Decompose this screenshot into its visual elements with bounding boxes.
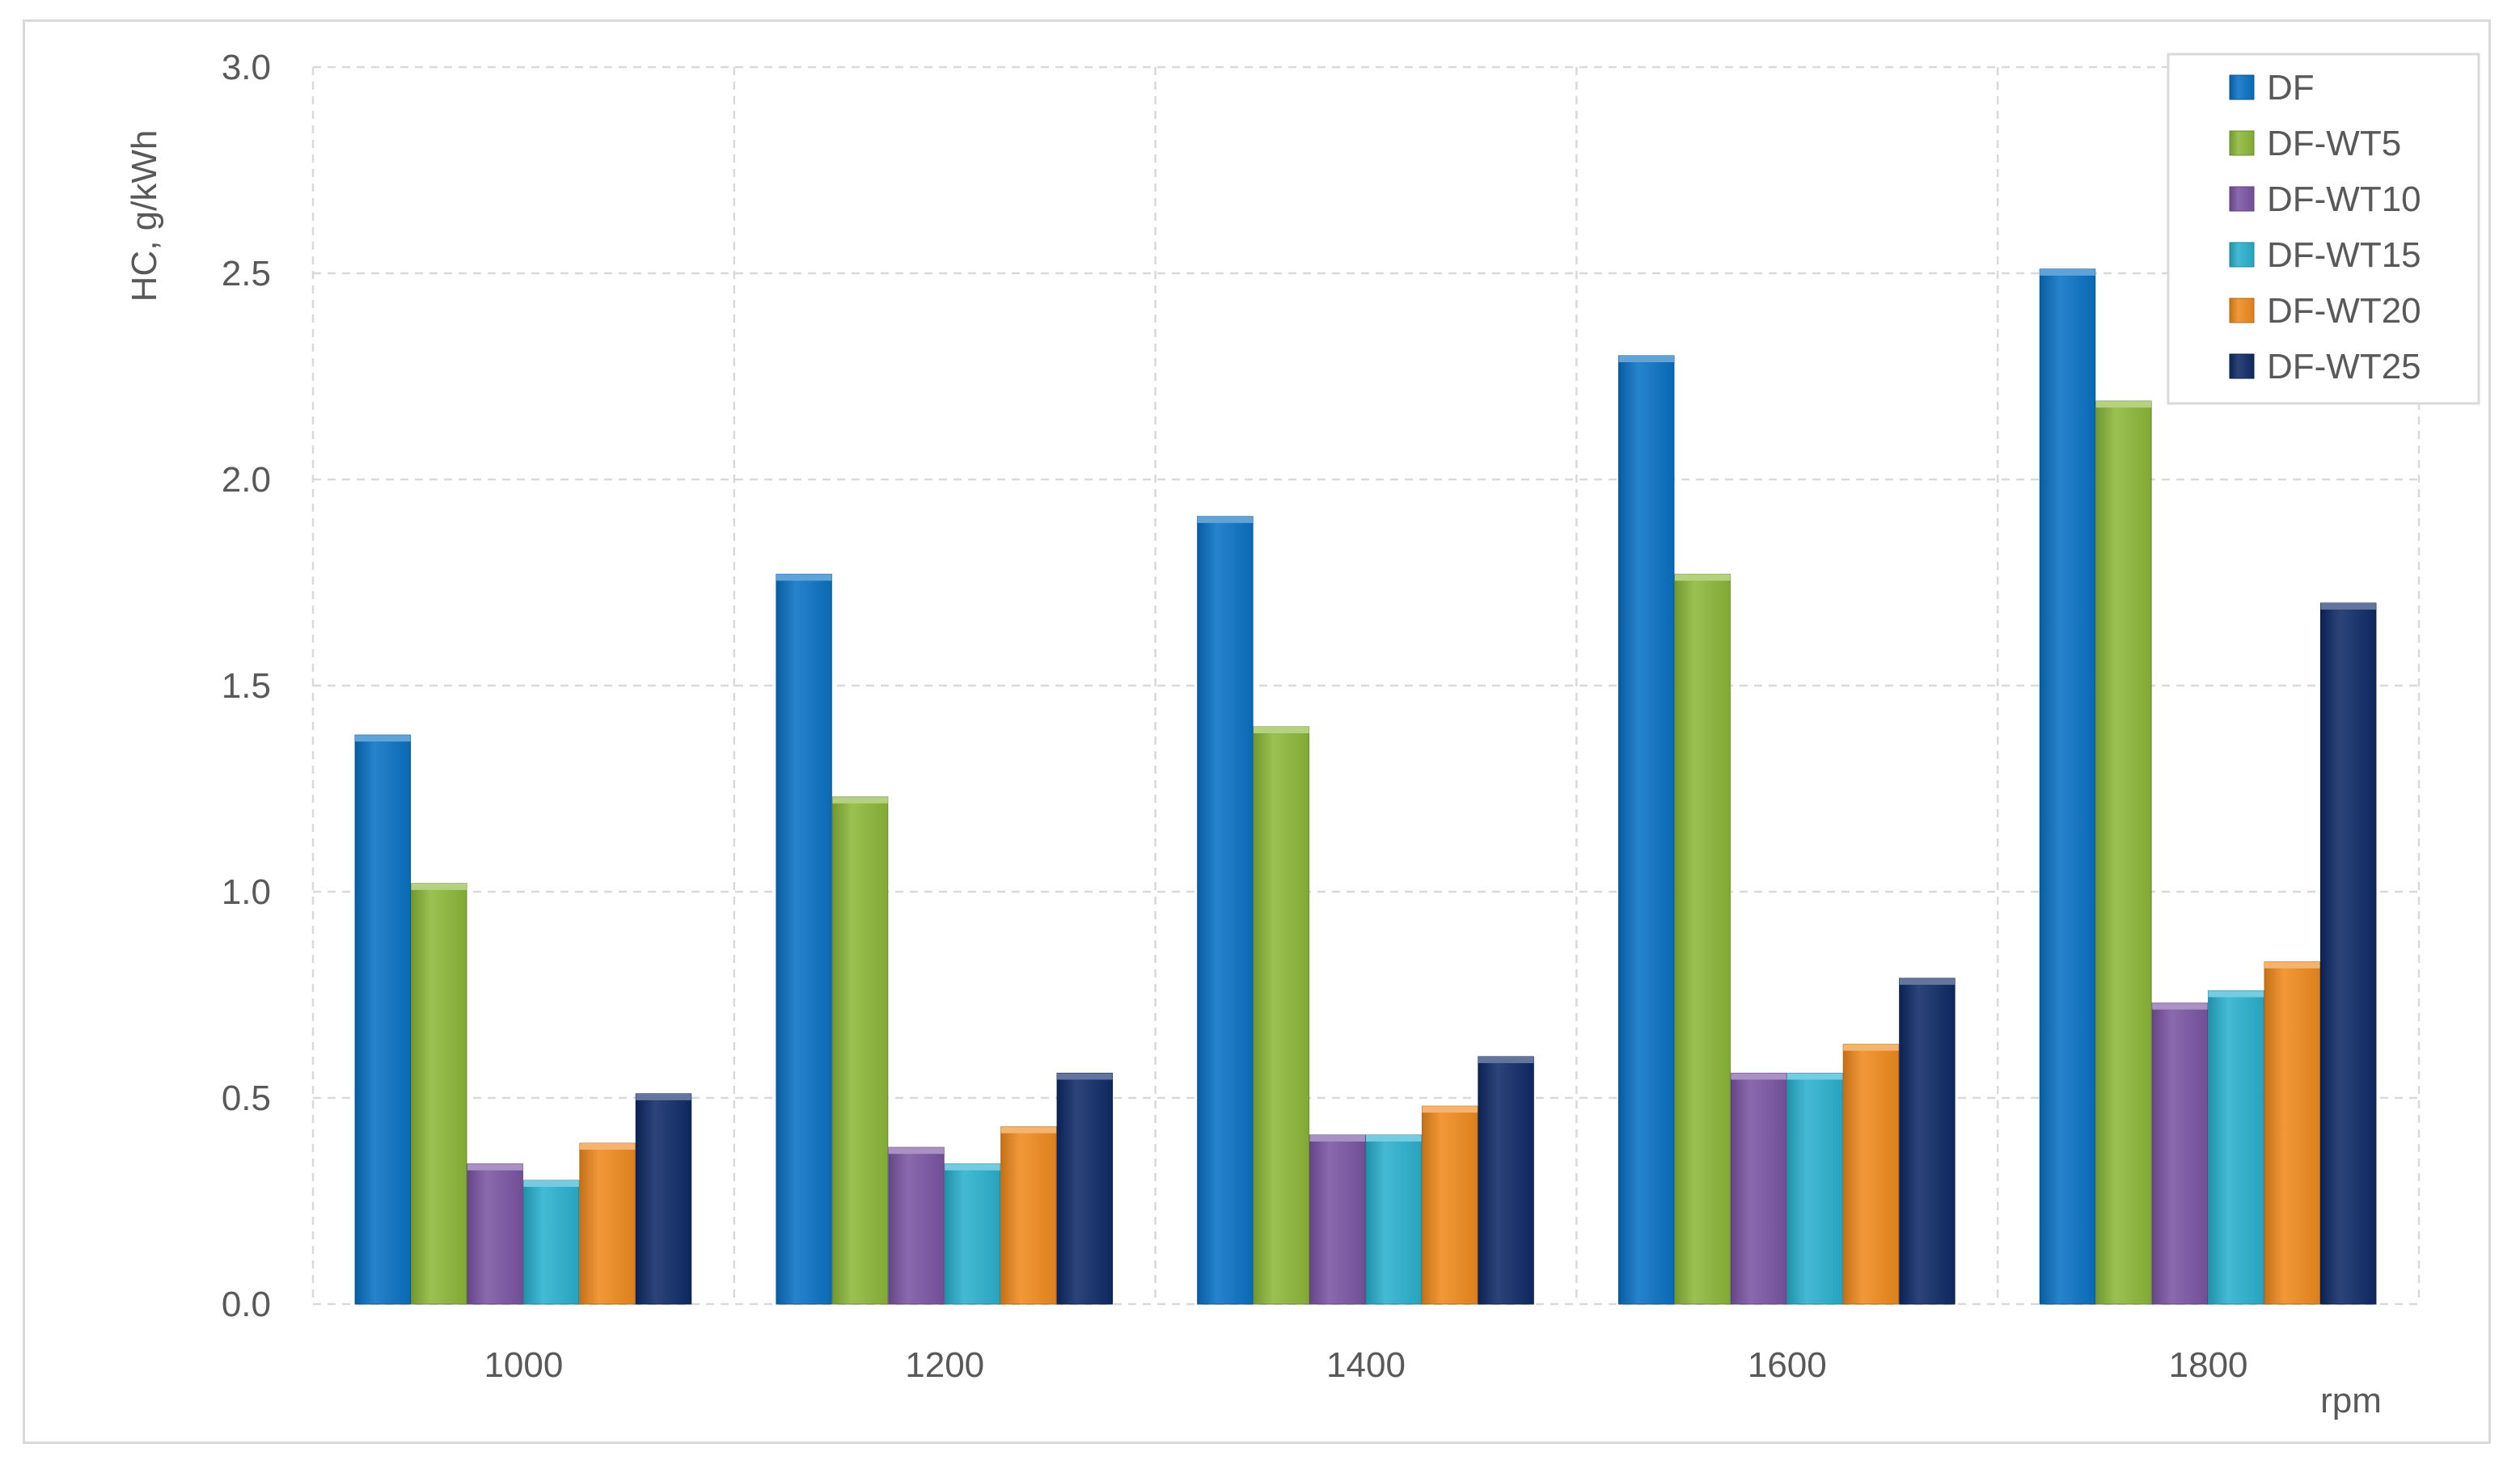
bar-top-highlight <box>1000 1126 1057 1133</box>
bar-df-wt10-1400 <box>1309 1134 1366 1305</box>
x-tick-label: 1800 <box>2169 1345 2248 1385</box>
y-tick-label: 2.5 <box>222 254 271 293</box>
bar-top-highlight <box>1843 1044 1899 1051</box>
bar-chart: 0.0 0.5 1.0 1.5 2.0 2.5 3.0 1000 1200 1400 1600 18… <box>125 48 2480 1420</box>
bar-top-highlight <box>2320 603 2376 610</box>
bar-df-wt25-1800 <box>2319 602 2377 1305</box>
bar-df-wt20-1400 <box>1421 1105 1478 1305</box>
bar-df-wt10-1200 <box>888 1146 945 1305</box>
bar-top-highlight <box>1786 1073 1843 1080</box>
bar-df-1400 <box>1197 516 1254 1305</box>
legend-swatch-df-wt25 <box>2229 353 2255 379</box>
y-tick-label: 2.0 <box>222 460 271 500</box>
bar-df-1600 <box>1617 355 1675 1305</box>
bar-top-highlight <box>2095 401 2152 408</box>
legend-label-df-wt5: DF-WT5 <box>2267 124 2401 163</box>
bar-top-highlight <box>2264 961 2320 969</box>
x-tick-label: 1400 <box>1326 1345 1406 1385</box>
bar-top-highlight <box>1478 1057 1534 1063</box>
bar-top-highlight <box>1254 727 1309 733</box>
bar-df-wt25-1200 <box>1056 1072 1114 1305</box>
bar-df-wt20-1600 <box>1842 1044 1900 1305</box>
legend-label-df: DF <box>2267 68 2315 108</box>
legend-swatch-df-wt20 <box>2229 298 2255 323</box>
bar-df-1000 <box>354 734 412 1305</box>
legend-label-df-wt25: DF-WT25 <box>2267 347 2421 386</box>
bar-df-1800 <box>2039 268 2096 1305</box>
legend-label-df-wt15: DF-WT15 <box>2267 235 2421 275</box>
chart-frame: 0.0 0.5 1.0 1.5 2.0 2.5 3.0 1000 1200 1400 1600 18… <box>23 19 2491 1444</box>
legend-swatch-df-wt10 <box>2229 186 2255 212</box>
x-tick-label: 1000 <box>484 1345 563 1385</box>
bar-top-highlight <box>1422 1106 1478 1113</box>
legend-label-df-wt10: DF-WT10 <box>2267 179 2421 219</box>
legend-swatch-df <box>2229 74 2255 100</box>
legend-box <box>2167 53 2480 405</box>
bar-df-wt5-1400 <box>1253 726 1310 1305</box>
y-tick-label: 3.0 <box>222 48 271 87</box>
bar-df-wt10-1800 <box>2151 1003 2209 1305</box>
bar-df-wt10-1600 <box>1730 1072 1787 1305</box>
y-tick-label: 0.0 <box>222 1285 271 1324</box>
bar-top-highlight <box>355 735 411 742</box>
bar-df-1200 <box>776 573 832 1305</box>
bar-df-wt15-1800 <box>2208 990 2264 1305</box>
legend-label-df-wt20: DF-WT20 <box>2267 291 2421 331</box>
bar-top-highlight <box>945 1163 1000 1171</box>
bar-df-wt5-1800 <box>2095 400 2152 1305</box>
y-tick-label: 1.0 <box>222 872 271 912</box>
bar-df-wt25-1400 <box>1478 1056 1534 1305</box>
bar-top-highlight <box>2040 268 2095 276</box>
x-tick-label: 1200 <box>905 1345 984 1385</box>
bar-df-wt15-1000 <box>522 1180 580 1305</box>
y-tick-labels: 0.0 0.5 1.0 1.5 2.0 2.5 3.0 <box>222 48 271 1324</box>
bar-df-wt15-1400 <box>1365 1134 1422 1305</box>
bar-df-wt25-1600 <box>1899 977 1956 1305</box>
bar-top-highlight <box>2208 990 2264 998</box>
bar-df-wt5-1200 <box>831 796 889 1305</box>
bar-df-wt20-1000 <box>579 1142 636 1305</box>
bar-top-highlight <box>832 796 888 804</box>
bar-top-highlight <box>1309 1134 1365 1142</box>
bar-top-highlight <box>888 1147 945 1155</box>
y-tick-label: 1.5 <box>222 666 271 706</box>
bar-top-highlight <box>636 1093 691 1100</box>
bar-top-highlight <box>1618 356 1674 362</box>
y-axis-label: HC, g/kWh <box>125 130 164 302</box>
y-tick-label: 0.5 <box>222 1079 271 1118</box>
bar-top-highlight <box>1197 516 1254 523</box>
legend: DF DF-WT5 DF-WT10 DF-WT15 DF-WT20 DF-WT25 <box>2167 53 2480 405</box>
x-tick-labels: 1000 1200 1400 1600 1800 <box>484 1345 2247 1385</box>
bar-top-highlight <box>1674 574 1731 581</box>
bar-top-highlight <box>1057 1073 1113 1080</box>
bar-top-highlight <box>579 1143 636 1150</box>
bar-df-wt10-1000 <box>467 1163 523 1305</box>
legend-swatch-df-wt5 <box>2229 130 2255 156</box>
bar-df-wt5-1600 <box>1674 573 1731 1305</box>
bar-top-highlight <box>776 574 832 581</box>
bar-df-wt15-1600 <box>1786 1072 1843 1305</box>
bar-top-highlight <box>411 883 467 890</box>
bar-top-highlight <box>1899 978 1956 986</box>
bar-df-wt20-1800 <box>2264 961 2320 1305</box>
bar-top-highlight <box>2152 1003 2208 1010</box>
bars <box>354 268 2377 1305</box>
bar-df-wt5-1000 <box>411 883 467 1305</box>
bar-df-wt20-1200 <box>1000 1126 1057 1305</box>
bar-df-wt25-1000 <box>635 1093 692 1305</box>
bar-top-highlight <box>467 1163 523 1171</box>
bar-df-wt15-1200 <box>944 1163 1001 1305</box>
x-tick-label: 1600 <box>1748 1345 1827 1385</box>
legend-swatch-df-wt15 <box>2229 242 2255 268</box>
bar-top-highlight <box>1366 1134 1422 1142</box>
x-axis-label: rpm <box>2320 1381 2382 1420</box>
bar-top-highlight <box>523 1180 579 1187</box>
bar-top-highlight <box>1731 1073 1786 1080</box>
